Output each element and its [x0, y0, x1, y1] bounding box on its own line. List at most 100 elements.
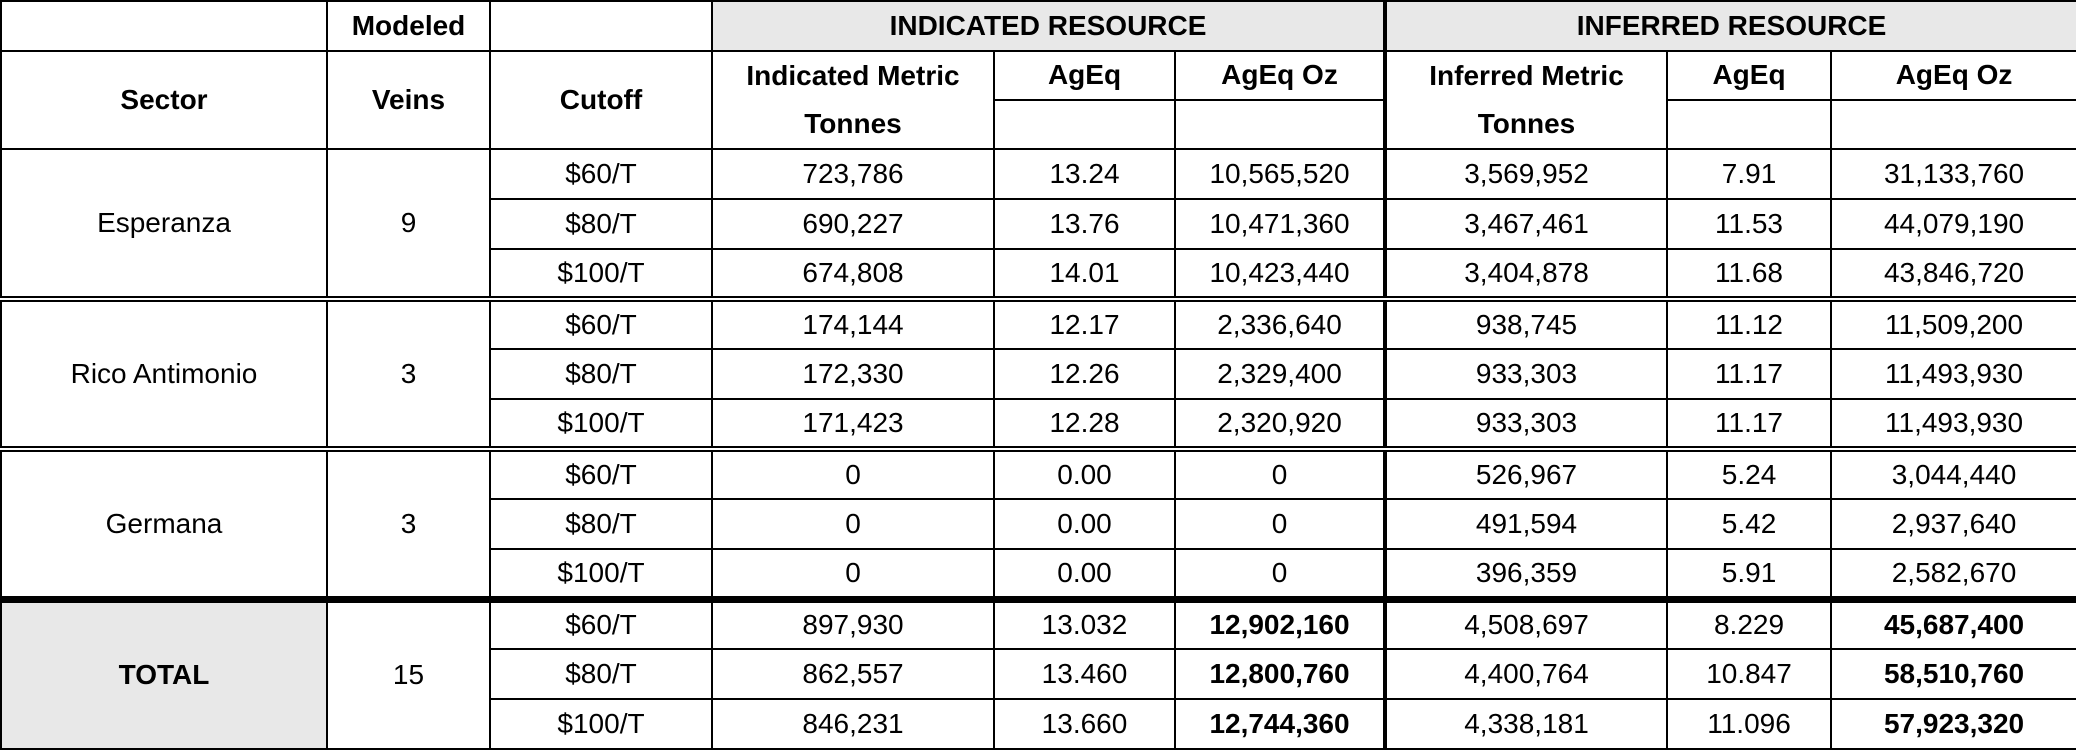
- header-cell: [1830, 99, 2076, 150]
- value-cell: 11.12: [1666, 296, 1833, 350]
- header-cell: AgEq Oz: [1830, 50, 2076, 101]
- value-cell: 690,227: [711, 198, 995, 250]
- header-cell: AgEq Oz: [1173, 50, 1387, 101]
- table-row: Esperanza 9 $60/T 723,786 13.24 10,565,520 3,5…: [0, 148, 2076, 300]
- veins-cell: 3: [326, 296, 491, 450]
- table-row: $80/T 172,330 12.26 2,329,400 933,303 11.17 11…: [1, 348, 2076, 400]
- value-cell: 12,744,360: [1173, 698, 1387, 750]
- value-cell: 174,144: [711, 296, 995, 350]
- cutoff-cell: $60/T: [489, 296, 713, 350]
- sector-cell: Esperanza: [0, 148, 328, 300]
- header-group: INFERRED RESOURCE: [1383, 0, 2076, 52]
- value-cell: 5.24: [1666, 446, 1833, 500]
- header-group: INDICATED RESOURCE: [710, 0, 1387, 52]
- value-cell: 11.17: [1666, 398, 1833, 450]
- table-row: $100/T 846,231 13.660 12,744,360 4,338,181 11…: [1, 698, 2076, 750]
- value-cell: 13.460: [993, 648, 1176, 700]
- value-cell: 13.76: [993, 198, 1176, 250]
- value-cell: 0.00: [993, 498, 1176, 550]
- value-cell: 938,745: [1383, 296, 1669, 350]
- value-cell: 862,557: [711, 648, 995, 700]
- cutoff-cell: $60/T: [489, 148, 713, 200]
- value-cell: 897,930: [711, 595, 995, 650]
- value-cell: 4,400,764: [1383, 648, 1669, 700]
- value-cell: 44,079,190: [1830, 198, 2076, 250]
- value-cell: 57,923,320: [1830, 698, 2076, 750]
- cutoff-cell: $100/T: [489, 248, 713, 300]
- value-cell: 31,133,760: [1830, 148, 2076, 200]
- value-cell: 5.91: [1666, 548, 1833, 600]
- cutoff-cell: $100/T: [489, 398, 713, 450]
- value-cell: 2,336,640: [1173, 296, 1387, 350]
- value-cell: 14.01: [993, 248, 1176, 300]
- value-cell: 0.00: [993, 548, 1176, 600]
- cutoff-cell: $80/T: [489, 498, 713, 550]
- value-cell: 12,902,160: [1173, 595, 1387, 650]
- table-row: Rico Antimonio 3 $60/T 174,144 12.17 2,336,64…: [0, 296, 2076, 450]
- value-cell: 4,338,181: [1383, 698, 1669, 750]
- header-cell: Cutoff: [489, 50, 713, 150]
- value-cell: 171,423: [711, 398, 995, 450]
- value-cell: 933,303: [1383, 348, 1669, 400]
- table-row: $80/T 862,557 13.460 12,800,760 4,400,764 10.…: [1, 648, 2076, 700]
- header-cell: Veins: [326, 50, 491, 150]
- value-cell: 11.53: [1666, 198, 1833, 250]
- header-cell: AgEq: [993, 50, 1176, 101]
- value-cell: 933,303: [1383, 398, 1669, 450]
- header-cell: [1666, 99, 1833, 150]
- header-cell: Modeled: [326, 0, 491, 52]
- value-cell: 491,594: [1383, 498, 1669, 550]
- value-cell: 2,582,670: [1830, 548, 2076, 600]
- value-cell: 846,231: [711, 698, 995, 750]
- value-cell: 2,937,640: [1830, 498, 2076, 550]
- value-cell: 12,800,760: [1173, 648, 1387, 700]
- header-cell: Sector: [0, 50, 328, 150]
- veins-cell: 9: [326, 148, 491, 300]
- value-cell: 396,359: [1383, 548, 1669, 600]
- value-cell: 0: [711, 548, 995, 600]
- value-cell: 2,329,400: [1173, 348, 1387, 400]
- value-cell: 3,044,440: [1830, 446, 2076, 500]
- cutoff-cell: $80/T: [489, 198, 713, 250]
- value-cell: 45,687,400: [1830, 595, 2076, 650]
- value-cell: 13.24: [993, 148, 1176, 200]
- value-cell: 4,508,697: [1383, 595, 1669, 650]
- value-cell: 10,565,520: [1173, 148, 1387, 200]
- header-cell: AgEq: [1666, 50, 1833, 101]
- table-row: Germana 3 $60/T 0 0.00 0 526,967 5.24 3,044,440: [0, 446, 2076, 600]
- sector-cell: TOTAL: [0, 595, 328, 750]
- table-row: TOTAL 15 $60/T 897,930 13.032 12,902,160 4,508…: [0, 595, 2076, 750]
- sector-cell: Rico Antimonio: [0, 296, 328, 450]
- value-cell: 12.28: [993, 398, 1176, 450]
- value-cell: 674,808: [711, 248, 995, 300]
- value-cell: 11.68: [1666, 248, 1833, 300]
- header-cell: [0, 0, 328, 52]
- value-cell: 43,846,720: [1830, 248, 2076, 300]
- header-cell: Indicated Metric Tonnes: [711, 50, 995, 150]
- value-cell: 58,510,760: [1830, 648, 2076, 700]
- veins-cell: 3: [326, 446, 491, 600]
- value-cell: 526,967: [1383, 446, 1669, 500]
- value-cell: 11,493,930: [1830, 398, 2076, 450]
- header-cell: [1173, 99, 1387, 150]
- value-cell: 172,330: [711, 348, 995, 400]
- sector-cell: Germana: [0, 446, 328, 600]
- table-row: $80/T 0 0.00 0 491,594 5.42 2,937,640: [1, 498, 2076, 550]
- value-cell: 11.17: [1666, 348, 1833, 400]
- cutoff-cell: $100/T: [489, 548, 713, 600]
- header-cell: [489, 0, 713, 52]
- cutoff-cell: $80/T: [489, 648, 713, 700]
- value-cell: 3,467,461: [1383, 198, 1669, 250]
- header-cell: Inferred Metric Tonnes: [1383, 50, 1669, 150]
- cutoff-cell: $60/T: [489, 595, 713, 650]
- value-cell: 11,509,200: [1830, 296, 2076, 350]
- value-cell: 0: [1173, 548, 1387, 600]
- cutoff-cell: $100/T: [489, 698, 713, 750]
- value-cell: 10.847: [1666, 648, 1833, 700]
- value-cell: 0: [711, 498, 995, 550]
- value-cell: 10,423,440: [1173, 248, 1387, 300]
- value-cell: 2,320,920: [1173, 398, 1387, 450]
- header-cell: [993, 99, 1176, 150]
